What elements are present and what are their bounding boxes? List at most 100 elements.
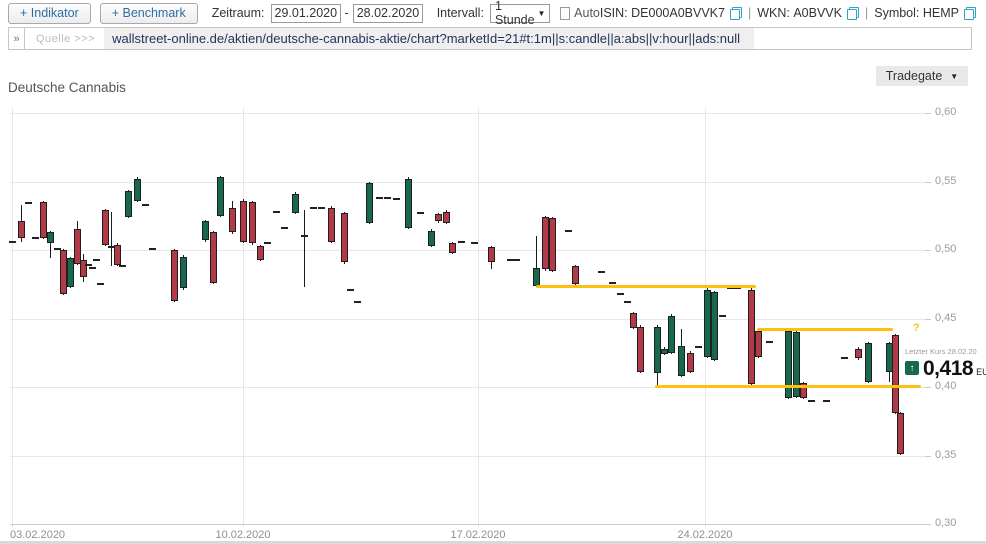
candle-body [704, 289, 711, 357]
gridline-v [243, 108, 244, 527]
y-axis-label: 0,35 [935, 448, 957, 461]
x-axis-label: 24.02.2020 [677, 529, 733, 541]
candle-doji [97, 283, 104, 286]
source-url[interactable]: wallstreet-online.de/aktien/deutsche-can… [104, 28, 755, 49]
candle-doji [142, 203, 149, 206]
candle-doji [9, 240, 16, 243]
candle-body [687, 352, 694, 372]
support-question-mark: ? [913, 321, 920, 334]
x-axis-line [10, 524, 931, 525]
quelle-label: Quelle >>> [36, 32, 96, 45]
zeitraum-label: Zeitraum: [211, 6, 265, 20]
date-to-input[interactable] [352, 3, 423, 23]
candle-body [711, 292, 718, 360]
candle-doji [301, 235, 308, 238]
candle-doji [598, 270, 605, 273]
y-axis-label: 0,60 [935, 106, 957, 118]
candle-doji [54, 247, 61, 250]
add-benchmark-button[interactable]: + Benchmark [99, 2, 198, 24]
candle-body [668, 315, 675, 353]
gridline-h [10, 250, 925, 251]
candle-body [328, 207, 335, 242]
candle-body [217, 177, 224, 216]
symbol-label: Symbol: [874, 6, 920, 20]
gridline-h [10, 113, 925, 114]
candle-body [366, 182, 373, 223]
isin-value: DE000A0BVVK7 [631, 6, 725, 20]
candle-body [210, 232, 217, 283]
add-indicator-button[interactable]: + Indikator [8, 2, 91, 24]
candle-body [855, 348, 862, 359]
last-price-value: 0,418 [923, 357, 974, 380]
candle-doji [273, 210, 280, 213]
candle-doji [93, 258, 100, 261]
y-axis-label: 0,55 [935, 174, 957, 187]
candle-body [18, 221, 25, 238]
candle-doji [808, 399, 815, 402]
collapse-toggle[interactable]: » [9, 28, 25, 49]
candle-body [202, 221, 209, 241]
candle-doji [617, 292, 624, 295]
x-axis-label: 17.02.2020 [450, 529, 506, 541]
candle-body [654, 326, 661, 374]
gridline-v [478, 108, 479, 527]
source-bar: » Quelle >>> wallstreet-online.de/aktien… [8, 27, 972, 50]
candle-body [755, 330, 762, 357]
candle-body [125, 191, 132, 218]
candle-doji [347, 288, 354, 291]
candle-body [443, 211, 450, 223]
date-from-input[interactable] [270, 3, 341, 23]
candle-doji [384, 196, 391, 199]
market-select-value: Tradegate [885, 69, 943, 83]
date-separator: - [344, 6, 349, 20]
y-axis-label: 0,50 [935, 243, 957, 255]
candle-doji [108, 246, 115, 249]
copy-icon[interactable] [964, 6, 976, 20]
candle-doji [376, 196, 383, 199]
candle-wick [111, 211, 112, 267]
x-axis-label: 03.02.2020 [10, 529, 66, 541]
instrument-ids: ISIN: DE000A0BVVK7 | WKN: A0BVVK | Symbo… [600, 6, 976, 20]
candle-doji [318, 206, 325, 209]
arrow-up-icon: ↑ [905, 361, 919, 375]
candle-body [865, 343, 872, 382]
copy-icon[interactable] [729, 6, 742, 20]
candle-body [678, 345, 685, 377]
candle-doji [695, 346, 702, 349]
candle-doji [149, 247, 156, 250]
y-axis-tick [925, 250, 931, 251]
candle-body [171, 250, 178, 301]
separator: | [864, 6, 869, 20]
candle-doji [354, 301, 361, 304]
chevron-down-icon: ▼ [537, 8, 546, 18]
candle-body [892, 334, 899, 414]
intervall-label: Intervall: [436, 6, 484, 20]
gridline-h [10, 387, 925, 388]
y-axis-tick [925, 113, 931, 114]
candle-doji [89, 266, 96, 269]
support-line [757, 327, 893, 331]
auto-checkbox[interactable] [560, 6, 571, 20]
candle-wick [50, 230, 51, 259]
candle-wick [304, 210, 305, 287]
candle-body [488, 247, 495, 263]
candle-body [74, 229, 81, 264]
candle-body [47, 232, 54, 244]
candle-doji [727, 287, 734, 290]
candle-body [180, 256, 187, 289]
gridline-h [10, 318, 925, 320]
candle-body [292, 193, 299, 213]
candle-doji [565, 229, 572, 232]
market-select[interactable]: Tradegate ▼ [876, 66, 968, 86]
candle-body [661, 348, 668, 355]
copy-icon[interactable] [846, 6, 859, 20]
candle-doji [417, 212, 424, 214]
interval-select[interactable]: 1 Stunde ▼ [489, 0, 551, 27]
toolbar: + Indikator + Benchmark Zeitraum: - Inte… [8, 0, 976, 27]
last-price-label: Letzter Kurs 28.02.20 [905, 347, 977, 356]
candle-doji [458, 240, 465, 243]
candle-doji [25, 202, 32, 205]
chevron-down-icon: ▼ [950, 71, 959, 81]
